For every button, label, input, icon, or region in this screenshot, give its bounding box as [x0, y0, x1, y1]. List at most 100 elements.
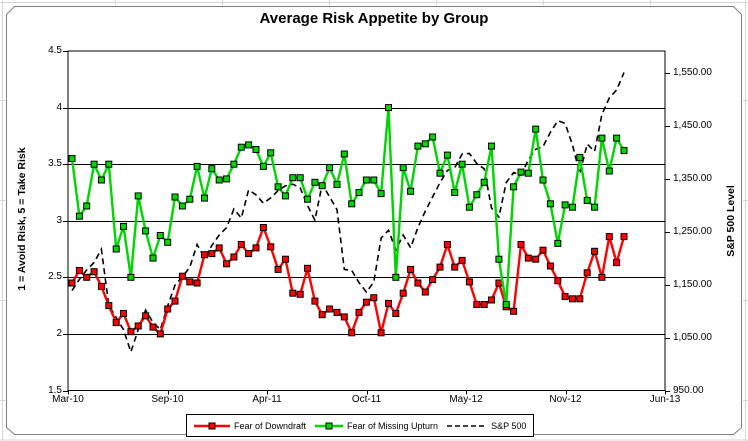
legend-sample-line — [315, 422, 344, 429]
fear-of-missing-upturn-marker — [208, 165, 216, 173]
fear-of-downdraft-marker — [414, 279, 422, 287]
fear-of-missing-upturn-marker — [613, 134, 621, 142]
fear-of-downdraft-marker — [421, 288, 429, 296]
fear-of-missing-upturn-marker — [510, 183, 518, 191]
fear-of-downdraft-marker — [326, 305, 334, 313]
fear-of-downdraft-marker — [281, 255, 289, 263]
fear-of-missing-upturn-marker — [245, 141, 253, 149]
fear-of-downdraft-marker — [613, 259, 621, 267]
fear-of-downdraft-marker — [524, 254, 532, 262]
fear-of-missing-upturn-marker — [267, 149, 275, 157]
fear-of-downdraft-marker — [407, 265, 415, 273]
x-tick-label: Nov-12 — [549, 394, 582, 405]
fear-of-missing-upturn-marker — [605, 167, 613, 175]
fear-of-downdraft-marker — [510, 307, 518, 315]
fear-of-missing-upturn-marker — [436, 169, 444, 177]
fear-of-downdraft-marker — [385, 299, 392, 307]
legend-item[interactable]: Fear of Missing Upturn — [315, 421, 438, 431]
fear-of-downdraft-marker — [90, 268, 98, 276]
fear-of-downdraft-marker — [370, 294, 378, 302]
x-tick-label: May-12 — [449, 394, 483, 405]
fear-of-missing-upturn-marker — [561, 201, 569, 209]
fear-of-missing-upturn-marker — [68, 155, 76, 162]
fear-of-missing-upturn-marker — [451, 189, 459, 196]
fear-of-downdraft-marker — [208, 250, 216, 258]
fear-of-missing-upturn-marker — [304, 195, 311, 203]
fear-of-missing-upturn-marker — [620, 147, 628, 155]
fear-of-downdraft-marker — [392, 310, 400, 317]
legend-item[interactable]: S&P 500 — [447, 421, 526, 431]
fear-of-missing-upturn-marker — [546, 200, 554, 208]
fear-of-downdraft-marker — [245, 250, 253, 258]
fear-of-downdraft-marker — [149, 323, 157, 331]
y-left-tick-label: 4 — [56, 101, 62, 113]
fear-of-downdraft-markers — [68, 224, 628, 338]
fear-of-downdraft-marker — [488, 296, 495, 304]
fear-of-missing-upturn-marker — [201, 194, 208, 202]
fear-of-missing-upturn-marker — [127, 273, 135, 281]
fear-of-downdraft-marker — [134, 322, 142, 330]
fear-of-downdraft-marker — [201, 251, 208, 259]
fear-of-downdraft-marker — [274, 265, 282, 273]
fear-of-downdraft-marker — [105, 302, 113, 310]
fear-of-downdraft-marker — [348, 329, 356, 337]
y-right-tick-label: 950.00 — [673, 384, 704, 396]
fear-of-missing-upturn-marker — [576, 153, 584, 161]
fear-of-downdraft-marker — [164, 305, 172, 313]
fear-of-downdraft-marker — [333, 308, 341, 316]
fear-of-missing-upturn-marker — [429, 133, 437, 141]
fear-of-missing-upturn-marker — [348, 200, 356, 208]
y-left-tick-label: 2.5 — [48, 271, 62, 283]
legend-sample-dashed — [447, 424, 488, 427]
fear-of-missing-upturn-marker — [252, 146, 260, 153]
fear-of-missing-upturn-marker — [370, 176, 378, 184]
fear-of-missing-upturn-marker — [495, 255, 503, 263]
fear-of-downdraft-marker — [215, 244, 223, 252]
fear-of-downdraft-marker — [473, 301, 481, 308]
fear-of-missing-upturn-marker — [399, 164, 407, 172]
fear-of-missing-upturn-marker — [407, 187, 415, 195]
fear-of-downdraft-marker — [193, 279, 201, 287]
fear-of-missing-upturn-marker — [443, 151, 451, 159]
fear-of-missing-upturn-marker — [75, 212, 83, 220]
fear-of-missing-upturn-marker — [215, 176, 223, 184]
fear-of-downdraft-marker — [605, 233, 613, 241]
fear-of-downdraft-marker — [304, 264, 311, 272]
fear-of-downdraft-marker — [75, 267, 83, 274]
fear-of-downdraft-marker — [362, 298, 370, 306]
fear-of-missing-upturn-marker — [134, 192, 142, 200]
y-left-tick-label: 3.5 — [48, 158, 62, 170]
fear-of-missing-upturn-marker — [156, 232, 164, 239]
fear-of-downdraft-marker — [171, 297, 179, 305]
fear-of-downdraft-marker — [355, 308, 363, 316]
fear-of-downdraft-marker — [83, 273, 91, 281]
fear-of-missing-upturn-marker — [598, 134, 606, 142]
legend-item[interactable]: Fear of Downdraft — [194, 421, 306, 431]
legend-label: S&P 500 — [491, 420, 527, 431]
fear-of-downdraft-marker — [237, 241, 245, 248]
fear-of-missing-upturn-marker — [149, 254, 157, 262]
fear-of-missing-upturn-marker — [333, 181, 341, 188]
fear-of-missing-upturn-marker — [171, 193, 179, 201]
fear-of-downdraft-marker — [443, 241, 451, 248]
fear-of-downdraft-marker — [230, 253, 238, 261]
fear-of-downdraft-marker — [311, 297, 319, 305]
fear-of-missing-upturn-marker — [385, 104, 392, 112]
fear-of-missing-upturn-marker — [289, 174, 297, 182]
fear-of-downdraft-marker — [532, 255, 540, 263]
fear-of-missing-upturn-marker — [554, 239, 562, 247]
fear-of-missing-upturn-marker — [355, 189, 363, 196]
x-tick-label: Apr-11 — [252, 394, 282, 405]
fear-of-downdraft-marker — [561, 293, 569, 301]
fear-of-missing-upturn-marker — [142, 227, 150, 235]
fear-of-missing-upturn-marker — [392, 273, 400, 281]
fear-of-missing-upturn-marker — [112, 245, 120, 253]
fear-of-missing-upturn-marker — [83, 202, 91, 210]
fear-of-missing-upturn-marker — [532, 125, 540, 133]
y-left-tick-label: 1.5 — [48, 384, 62, 396]
fear-of-downdraft-marker — [178, 272, 186, 280]
legend[interactable]: Fear of Downdraft Fear of Missing Upturn S… — [186, 414, 535, 437]
fear-of-downdraft-marker — [451, 263, 459, 271]
